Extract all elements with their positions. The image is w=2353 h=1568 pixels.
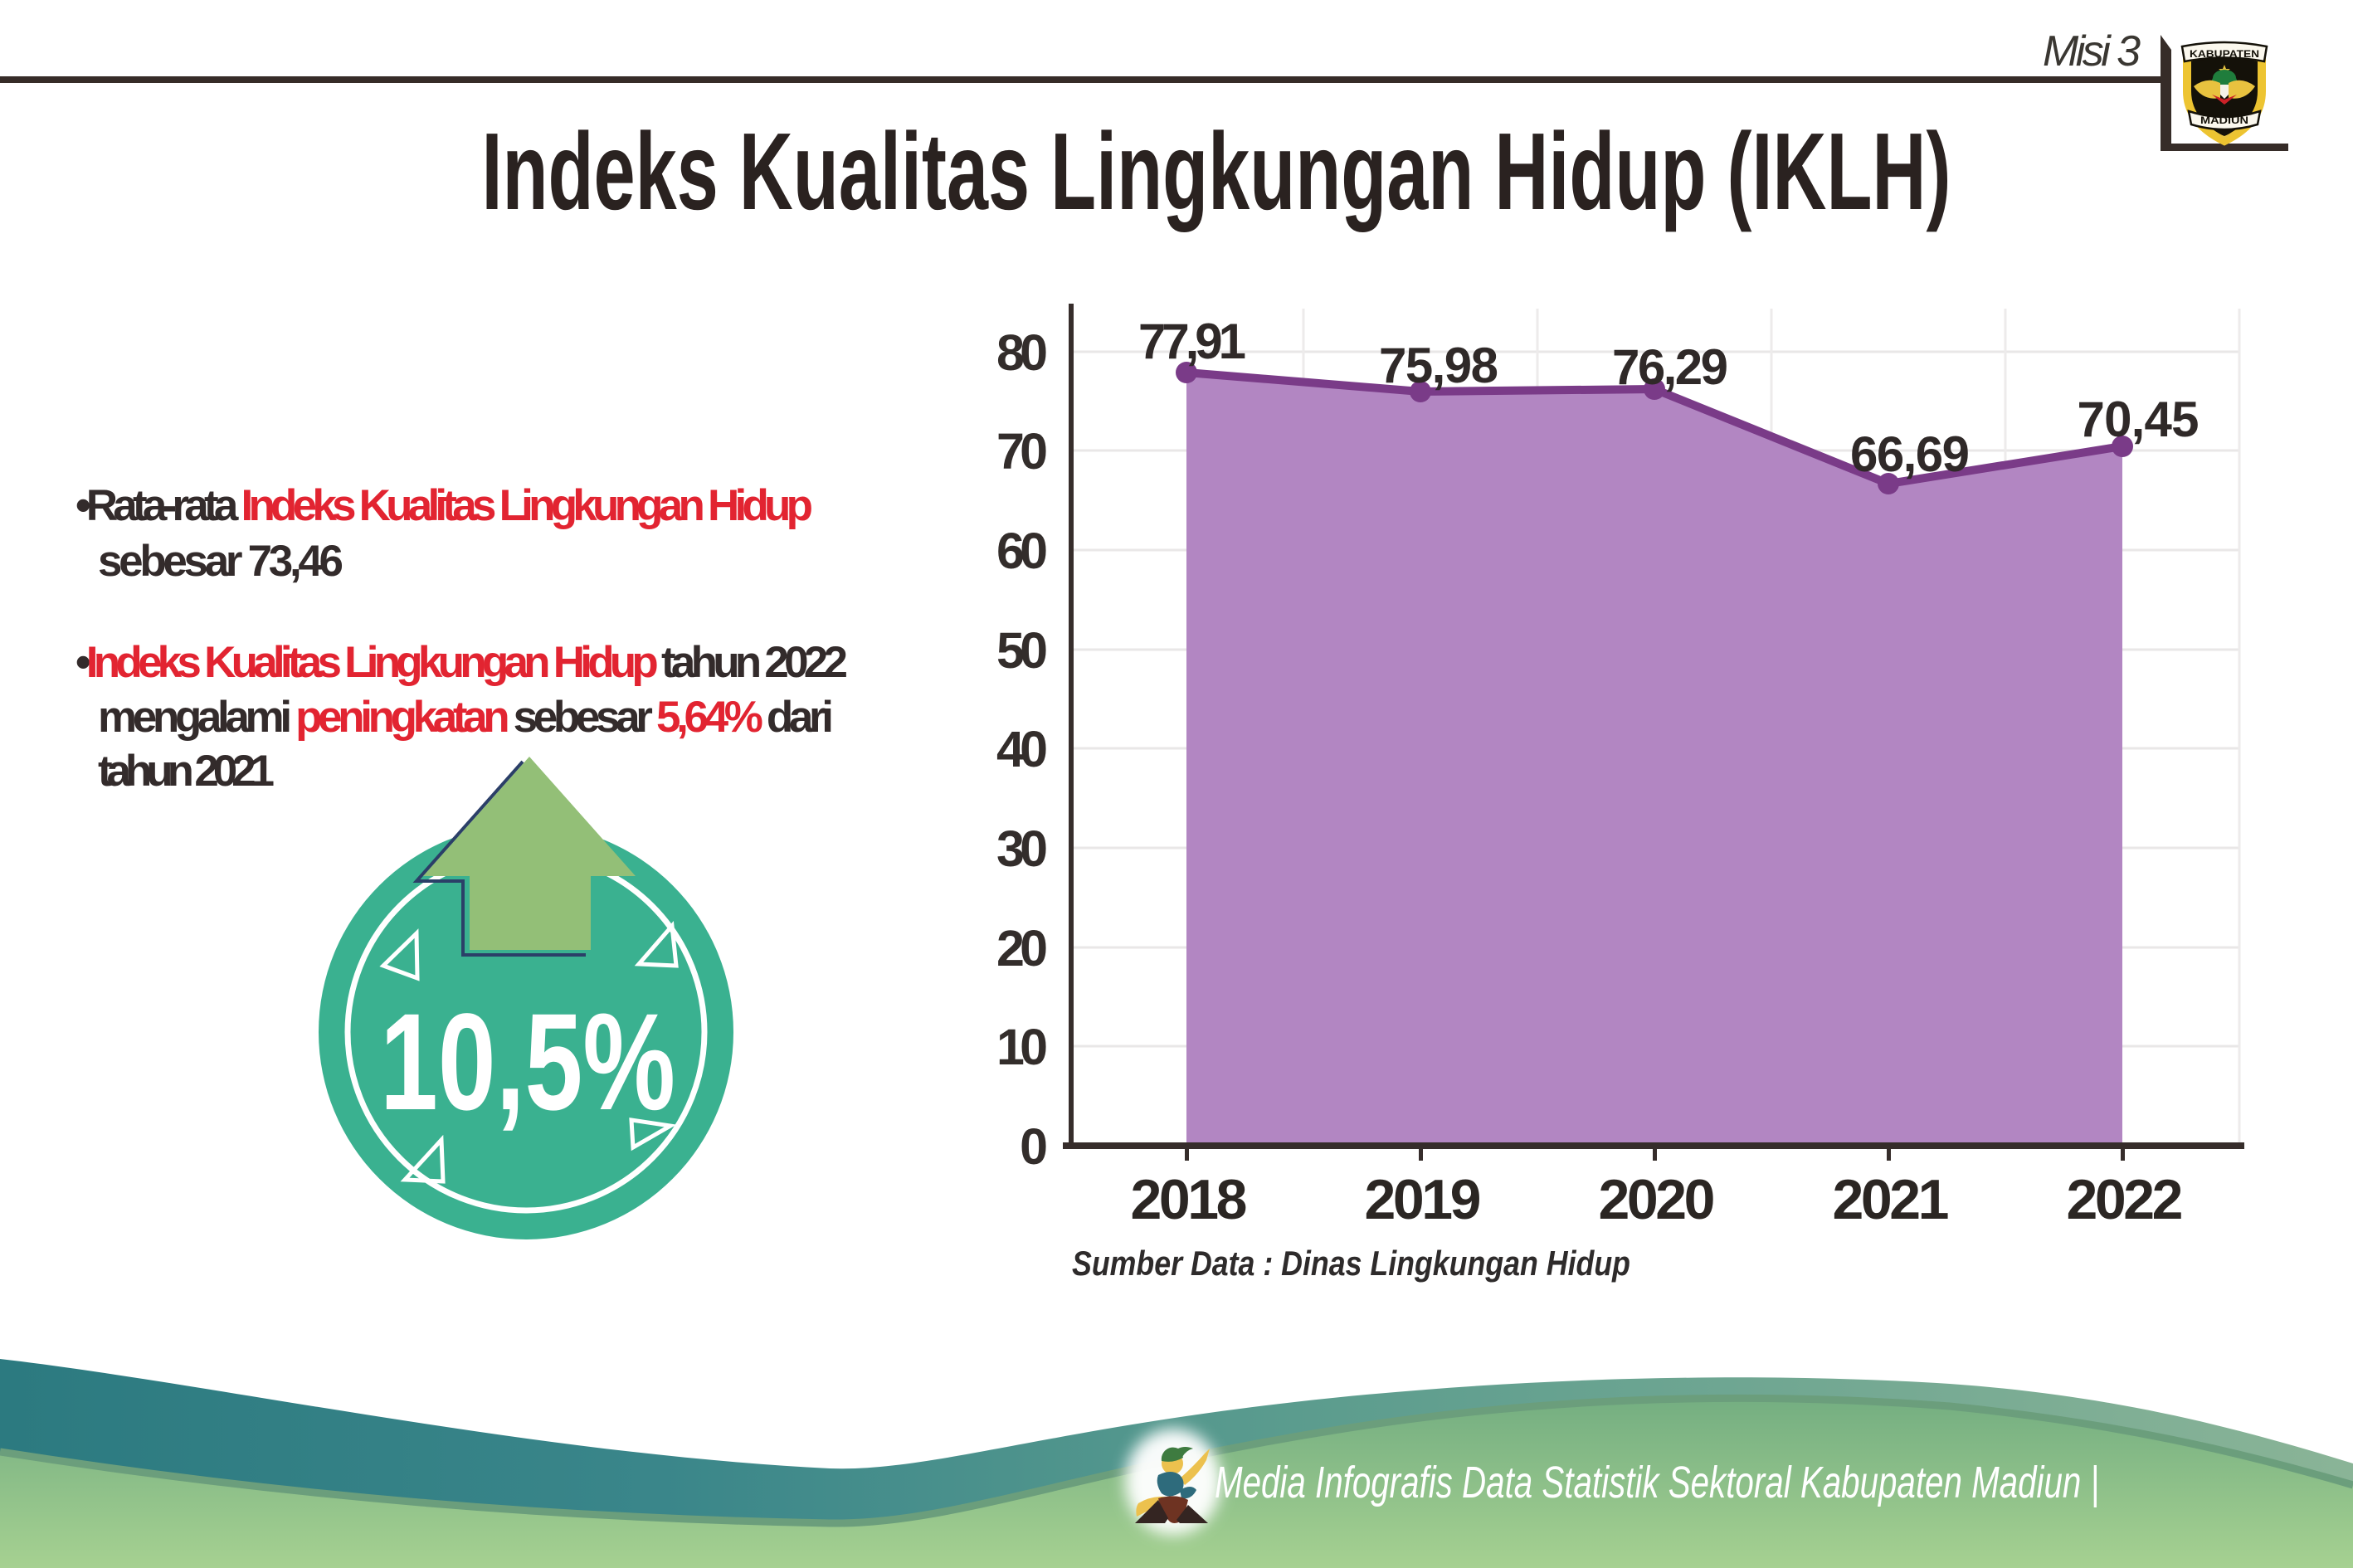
svg-text:70: 70 (996, 423, 1048, 480)
svg-text:Indeks Kualitas Lingkungan Hid: Indeks Kualitas Lingkungan Hidup (IKLH) (482, 110, 1951, 232)
svg-text:30: 30 (996, 821, 1048, 877)
svg-text:2018: 2018 (1131, 1168, 1248, 1231)
svg-text:40: 40 (996, 721, 1048, 777)
svg-text:10: 10 (996, 1019, 1048, 1075)
svg-text:Sumber Data : Dinas Lingkungan: Sumber Data : Dinas Lingkungan Hidup (1072, 1244, 1630, 1283)
svg-text:Media Infografis Data Statisti: Media Infografis Data Statistik Sektoral… (1215, 1458, 2099, 1507)
svg-text:KABUPATEN: KABUPATEN (2190, 48, 2259, 60)
svg-text:2019: 2019 (1365, 1168, 1482, 1231)
svg-text:2022: 2022 (2067, 1168, 2184, 1231)
svg-text:mengalami peningkatan sebesar: mengalami peningkatan sebesar 5,64% dari (98, 693, 834, 742)
svg-text:80: 80 (996, 324, 1048, 381)
svg-text:10,5%: 10,5% (380, 986, 675, 1139)
svg-text:sebesar 73,46: sebesar 73,46 (98, 537, 343, 586)
svg-text:77,91: 77,91 (1138, 314, 1246, 369)
svg-text:70,45: 70,45 (2078, 392, 2200, 447)
svg-text:75,98: 75,98 (1379, 338, 1498, 393)
svg-text:tahun 2021: tahun 2021 (98, 747, 275, 796)
svg-text:0: 0 (1020, 1118, 1048, 1175)
svg-text:•Rata-rata Indeks Kualitas Lin: •Rata-rata Indeks Kualitas Lingkungan Hi… (76, 481, 813, 530)
svg-text:20: 20 (996, 920, 1048, 976)
svg-text:50: 50 (996, 622, 1048, 679)
svg-text:2021: 2021 (1833, 1168, 1950, 1231)
svg-text:66,69: 66,69 (1850, 426, 1970, 482)
svg-text:76,29: 76,29 (1612, 339, 1728, 395)
svg-text:MADIUN: MADIUN (2200, 114, 2248, 126)
svg-text:Misi 3: Misi 3 (2043, 27, 2141, 75)
svg-text:2020: 2020 (1599, 1168, 1716, 1231)
svg-text:•Indeks Kualitas Lingkungan Hi: •Indeks Kualitas Lingkungan Hidup tahun … (76, 638, 848, 687)
svg-text:60: 60 (996, 523, 1048, 579)
